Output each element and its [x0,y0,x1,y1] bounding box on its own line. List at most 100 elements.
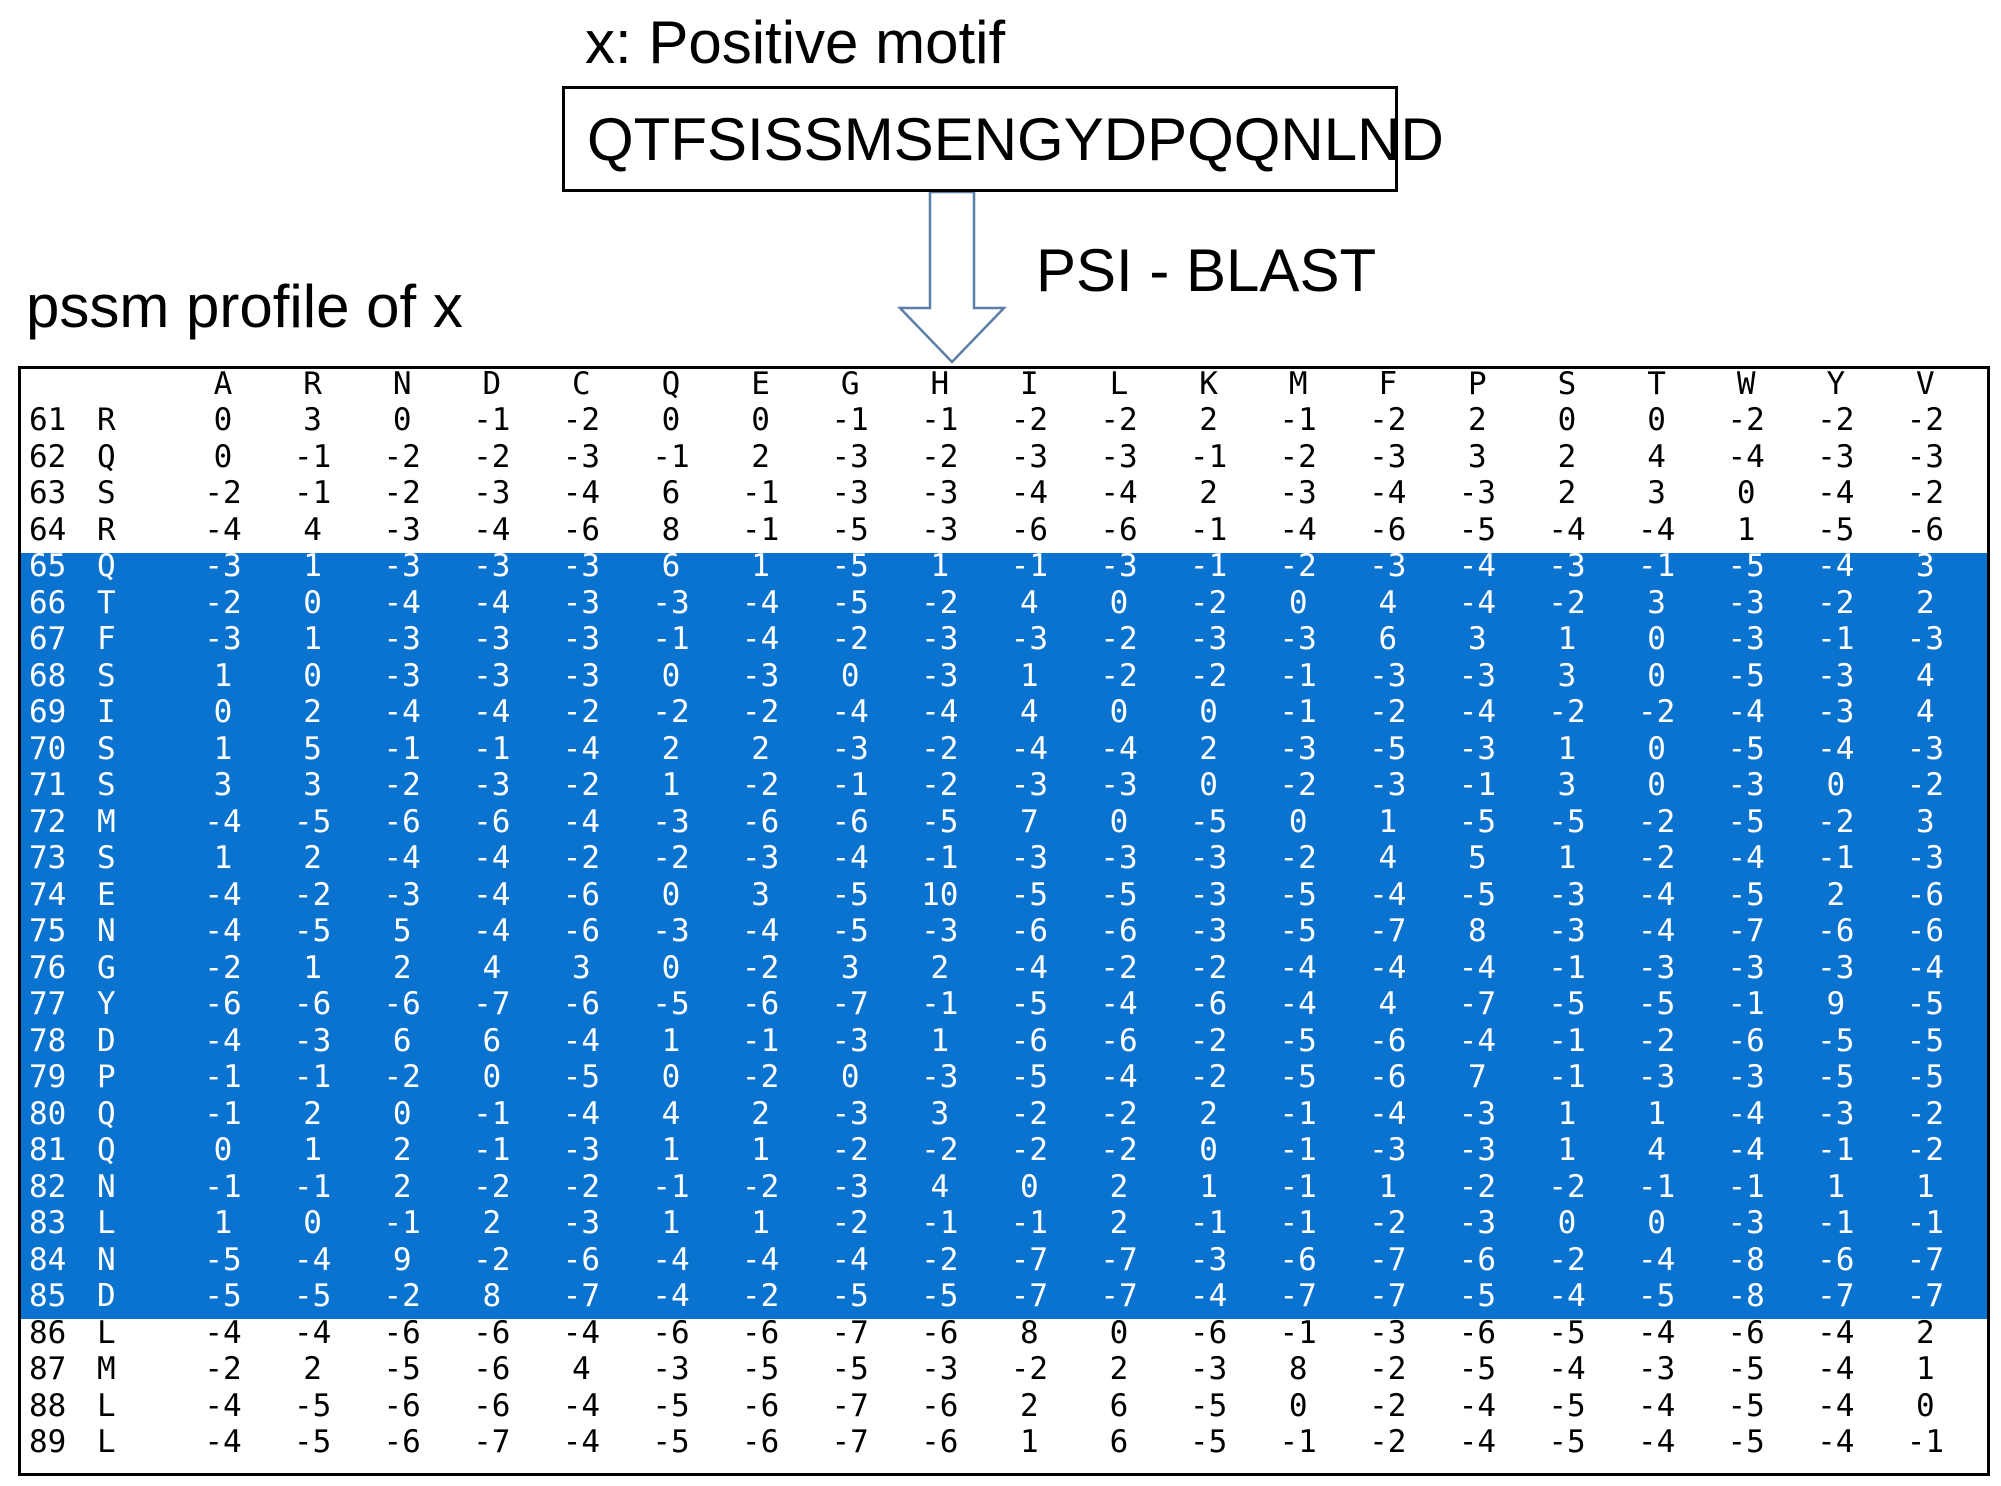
column-header: Q [661,366,681,402]
row-position: 67 [29,621,67,657]
pssm-score: -4 [1727,438,1765,475]
pssm-score: 0 [303,1205,322,1241]
pssm-score: -4 [562,730,601,767]
pssm-score: -2 [831,1205,869,1241]
pssm-score: -3 [831,1022,869,1059]
pssm-score: -2 [1279,548,1317,584]
column-header: C [572,366,591,402]
pssm-score: -3 [831,1095,869,1132]
pssm-score: -2 [1189,1059,1228,1095]
pssm-score: -4 [652,1278,690,1314]
pssm-score: -7 [1010,1241,1049,1278]
pssm-score: -2 [562,694,601,730]
pssm-score: -4 [1100,1059,1138,1095]
pssm-score: 4 [482,949,502,986]
pssm-score: -6 [741,1424,780,1460]
pssm-score: -4 [293,1241,332,1278]
pssm-score: 2 [661,730,681,767]
pssm-score: -5 [1727,730,1765,767]
motif-sequence: QTFSISSMSENGYDPQQNLND [587,106,1444,173]
pssm-score: -7 [831,986,869,1022]
pssm-score: -6 [741,1314,780,1351]
pssm-score: -1 [652,438,690,475]
pssm-score: -5 [1458,1351,1497,1387]
pssm-score: -3 [473,767,511,803]
pssm-score: -3 [652,913,690,949]
pssm-score: 2 [1557,438,1577,475]
column-header: K [1199,366,1218,402]
pssm-score: -3 [1727,621,1765,657]
pssm-score: 0 [661,402,681,438]
pssm-score: -4 [562,803,601,840]
pssm-score: -3 [473,657,511,694]
pssm-score: 3 [1468,438,1487,475]
pssm-score: -3 [1637,949,1676,986]
pssm-score: -2 [1189,657,1228,694]
pssm-score: -7 [562,1278,601,1314]
pssm-score: -2 [1637,840,1676,876]
pssm-score: 1 [1378,1168,1398,1205]
pssm-score: -1 [1727,1168,1765,1205]
pssm-score: -3 [831,730,869,767]
pssm-score: -4 [562,475,601,511]
row-residue: Y [97,986,116,1022]
pssm-score: -5 [1189,1424,1228,1460]
pssm-score: -4 [741,913,780,949]
pssm-score: -5 [1458,803,1497,840]
pssm-score: -2 [831,1132,869,1168]
pssm-score: -5 [1548,803,1586,840]
pssm-score: 1 [1199,1168,1218,1205]
row-residue: Q [97,438,116,475]
row-residue: N [97,1168,116,1205]
pssm-score: -7 [831,1387,869,1424]
pssm-score: -1 [652,1168,690,1205]
pssm-score: -6 [293,986,332,1022]
pssm-score: -7 [473,1424,511,1460]
pssm-score: -4 [1727,694,1765,730]
pssm-score: -4 [383,584,421,621]
pssm-score: 3 [930,1095,950,1132]
row-position: 66 [29,584,67,621]
pssm-score: -4 [473,840,511,876]
pssm-score: -4 [1906,949,1945,986]
row-position: 79 [29,1059,67,1095]
row-residue: N [97,1241,116,1278]
pssm-score: -5 [1100,876,1138,913]
pssm-score: -6 [1817,1241,1855,1278]
pssm-score: -1 [473,730,511,767]
pssm-score: 0 [1647,657,1666,694]
pssm-score: -6 [383,803,421,840]
column-header: N [392,366,412,402]
row-residue: Q [97,1132,116,1168]
pssm-score: -5 [1010,986,1049,1022]
pssm-score: -4 [1010,730,1049,767]
row-position: 80 [29,1095,67,1132]
pssm-score: 0 [1199,767,1218,803]
pssm-score: 1 [303,621,322,657]
column-header: P [1468,366,1487,402]
pssm-score: -1 [473,402,511,438]
pssm-score: -4 [562,1314,601,1351]
pssm-score: -2 [1637,694,1676,730]
pssm-score: 2 [1109,1351,1129,1387]
pssm-score: -5 [1727,1387,1765,1424]
pssm-score: 1 [213,657,233,694]
row-residue: P [97,1059,116,1095]
pssm-score: -6 [383,1387,421,1424]
pssm-score: -1 [652,621,690,657]
tool-label: PSI - BLAST [1036,237,1377,304]
pssm-score: 4 [1647,1132,1666,1168]
pssm-score: -8 [1727,1278,1765,1314]
row-residue: M [97,803,116,840]
pssm-score: -3 [204,621,242,657]
pssm-score: -7 [1906,1241,1945,1278]
pssm-score: -6 [1727,1022,1765,1059]
pssm-score: -3 [1369,1132,1407,1168]
pssm-score: -3 [383,511,421,548]
pssm-score: -3 [1548,876,1586,913]
pssm-score: -4 [1369,949,1407,986]
pssm-score: -4 [1817,1351,1855,1387]
pssm-score: -6 [741,803,780,840]
pssm-score: -2 [1279,840,1317,876]
row-position: 75 [29,913,67,949]
